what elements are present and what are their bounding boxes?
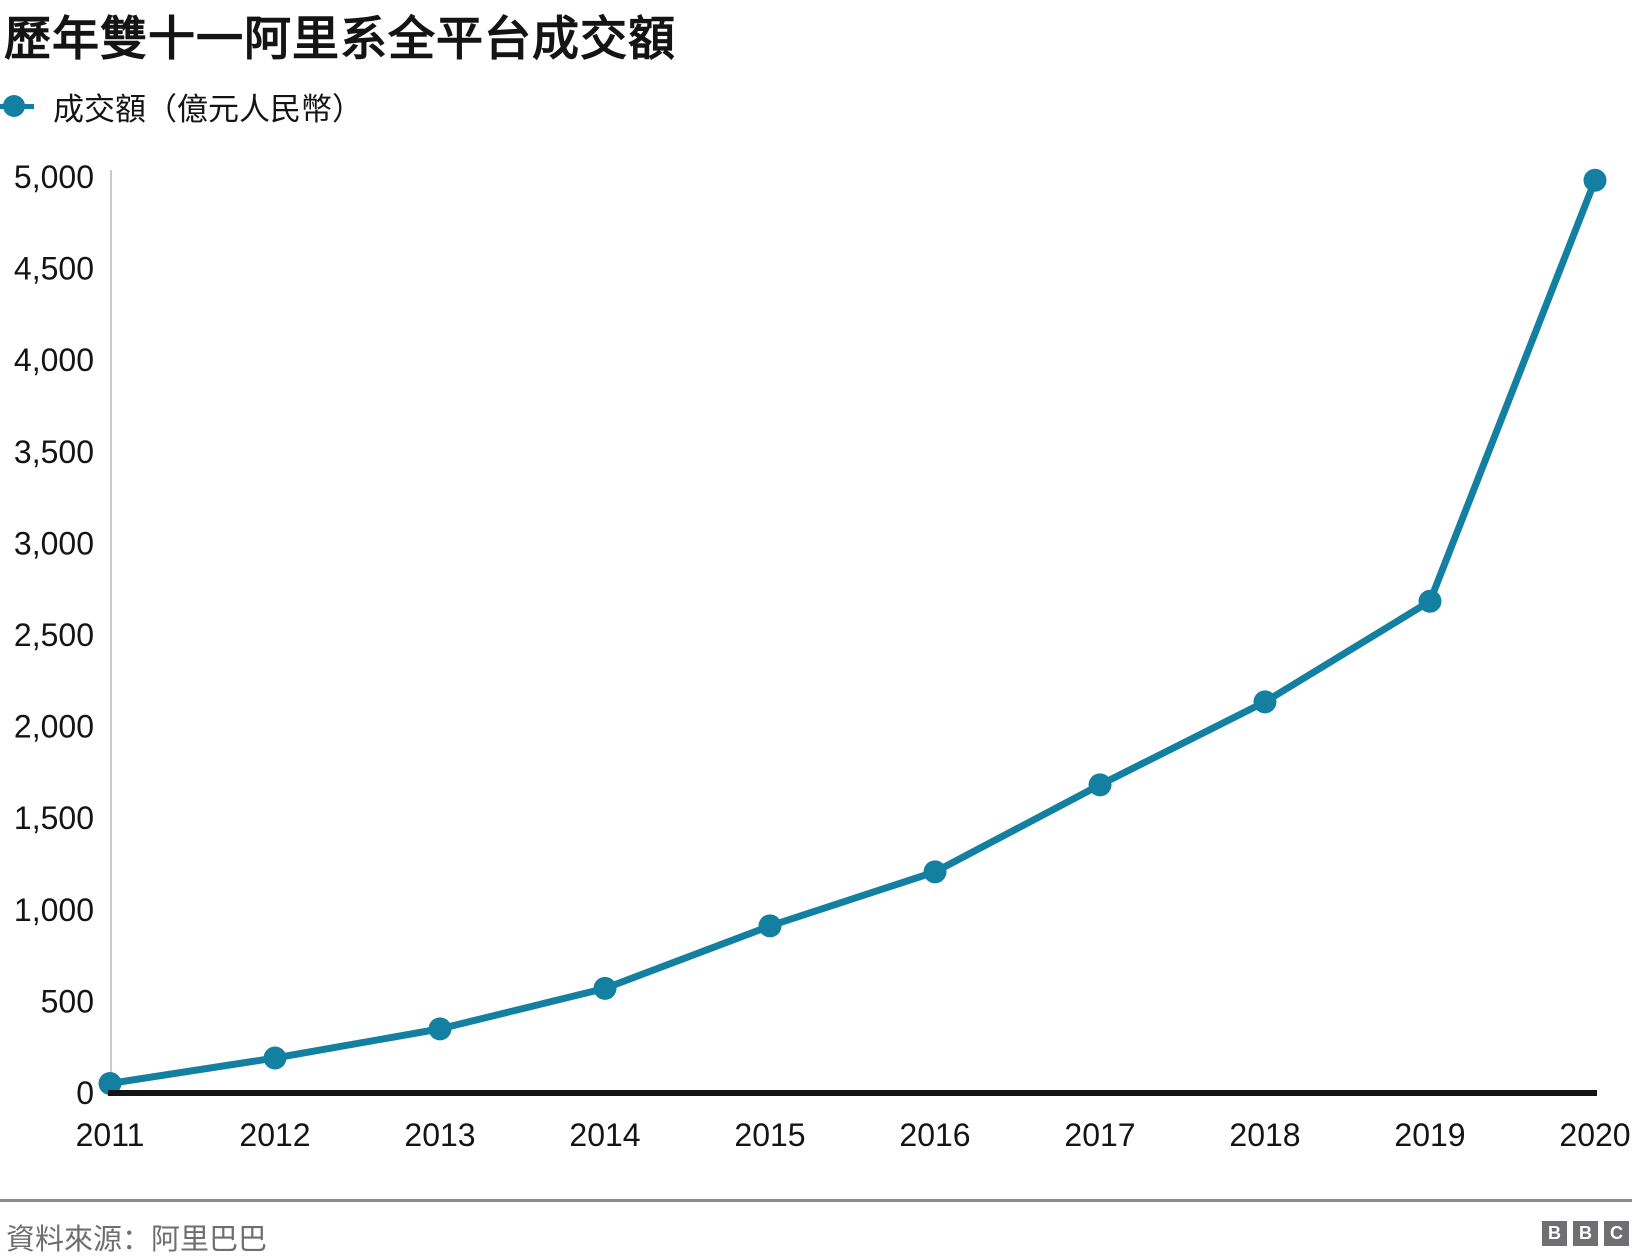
- x-tick-label-2015: 2015: [734, 1117, 805, 1153]
- y-tick-label-5000: 5,000: [14, 159, 94, 195]
- bbc-logo: B B C: [1542, 1221, 1629, 1246]
- line-chart: 0 500 1,000 1,500 2,000 2,500 3,000 3,500 4,000 4…: [14, 159, 1631, 1153]
- data-point-2014: [593, 976, 617, 1000]
- footer-divider: [0, 1199, 1632, 1202]
- data-point-2017: [1088, 773, 1112, 797]
- data-point-2018: [1253, 690, 1277, 714]
- legend-label: 成交額（億元人民幣）: [53, 91, 363, 127]
- x-tick-label-2014: 2014: [569, 1117, 640, 1153]
- data-point-2015: [758, 914, 782, 938]
- y-tick-label-2500: 2,500: [14, 617, 94, 653]
- series-line: [109, 179, 1599, 1087]
- data-point-2019: [1418, 589, 1442, 613]
- y-tick-label-3000: 3,000: [14, 525, 94, 561]
- chart-title: 歷年雙十一阿里系全平台成交額: [4, 12, 676, 65]
- legend-line-dot-icon: [0, 94, 34, 118]
- bbc-logo-letter: B: [1542, 1221, 1567, 1246]
- x-tick-label-2012: 2012: [239, 1117, 310, 1153]
- source-attribution: 資料來源：阿里巴巴: [6, 1224, 268, 1256]
- data-point-2020: [1583, 168, 1607, 192]
- x-tick-label-2016: 2016: [899, 1117, 970, 1153]
- y-tick-label-4000: 4,000: [14, 342, 94, 378]
- y-tick-label-1500: 1,500: [14, 800, 94, 836]
- bbc-logo-letter: B: [1573, 1221, 1598, 1246]
- y-tick-label-500: 500: [41, 983, 94, 1019]
- legend-dot-icon: [3, 95, 25, 117]
- x-tick-label-2017: 2017: [1064, 1117, 1135, 1153]
- x-tick-label-2019: 2019: [1394, 1117, 1465, 1153]
- data-point-2016: [923, 860, 947, 884]
- legend: 成交額（億元人民幣）: [0, 88, 363, 127]
- bbc-logo-letter: C: [1604, 1221, 1629, 1246]
- y-tick-label-4500: 4,500: [14, 251, 94, 287]
- data-point-2011: [98, 1071, 122, 1095]
- x-tick-label-2020: 2020: [1559, 1117, 1630, 1153]
- x-tick-label-2011: 2011: [76, 1117, 145, 1153]
- y-tick-label-0: 0: [76, 1075, 94, 1111]
- y-tick-label-3500: 3,500: [14, 434, 94, 470]
- data-point-2013: [428, 1017, 452, 1041]
- y-tick-label-1000: 1,000: [14, 892, 94, 928]
- x-tick-label-2018: 2018: [1229, 1117, 1300, 1153]
- y-tick-label-2000: 2,000: [14, 709, 94, 745]
- x-tick-label-2013: 2013: [404, 1117, 475, 1153]
- data-point-2012: [263, 1046, 287, 1070]
